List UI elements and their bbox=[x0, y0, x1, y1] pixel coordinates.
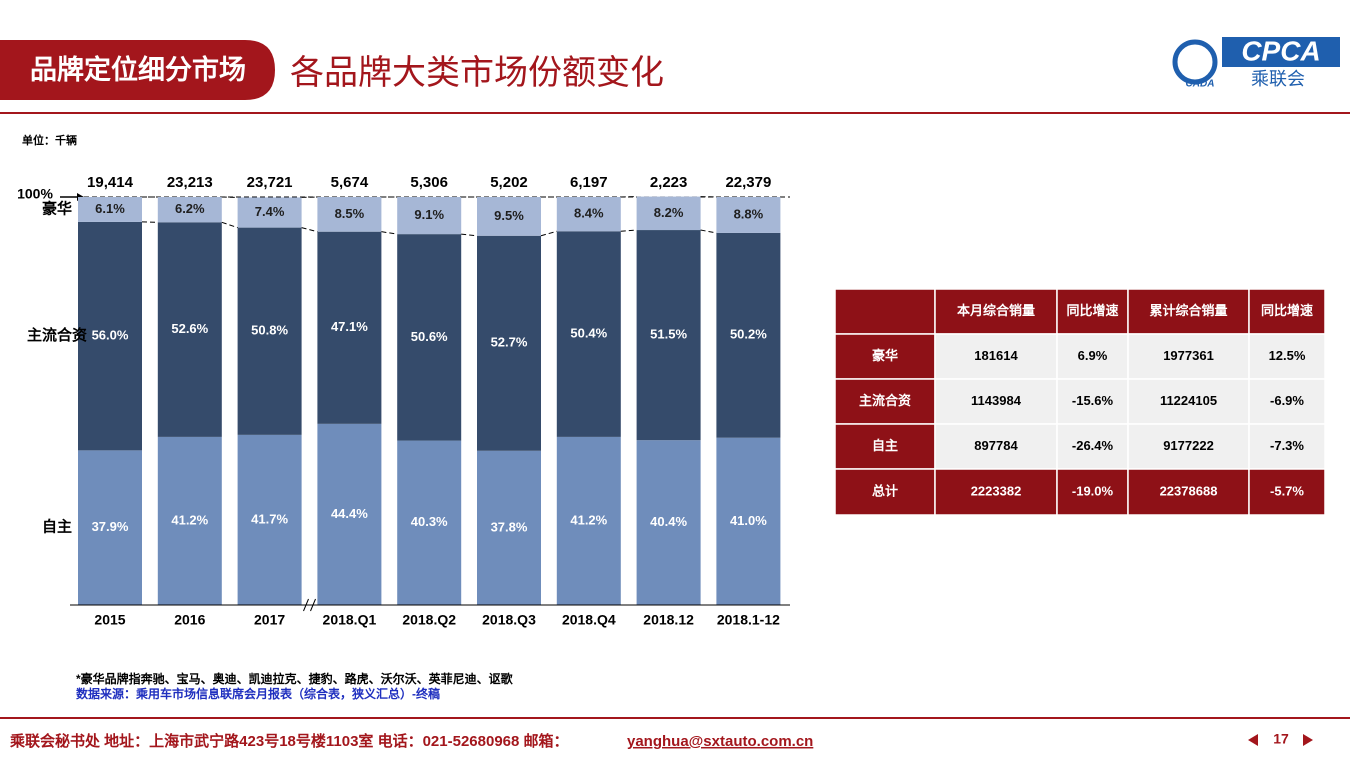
table-text: 12.5% bbox=[1269, 348, 1306, 363]
table-text: -19.0% bbox=[1072, 483, 1114, 498]
table-text: 6.9% bbox=[1078, 348, 1108, 363]
table-text: -5.7% bbox=[1270, 483, 1304, 498]
table-text: 累计综合销量 bbox=[1149, 303, 1227, 318]
total-label: 5,674 bbox=[331, 174, 369, 191]
segment-label: 9.5% bbox=[494, 208, 524, 223]
segment-label: 7.4% bbox=[255, 204, 285, 219]
x-tick-label: 2018.Q2 bbox=[402, 612, 456, 628]
table-text: 1143984 bbox=[971, 393, 1022, 408]
table-text: 总计 bbox=[872, 483, 898, 498]
segment-label: 8.4% bbox=[574, 206, 604, 221]
total-label: 23,213 bbox=[167, 174, 213, 191]
table-text: 豪华 bbox=[872, 348, 898, 363]
total-label: 6,197 bbox=[570, 174, 608, 191]
segment-label: 50.2% bbox=[730, 327, 767, 342]
table-text: 自主 bbox=[872, 438, 898, 453]
total-label: 5,202 bbox=[490, 174, 528, 191]
legend-label: 自主 bbox=[42, 518, 72, 536]
table-text: 2223382 bbox=[971, 483, 1022, 498]
x-tick-label: 2017 bbox=[254, 612, 285, 628]
segment-label: 41.0% bbox=[730, 513, 767, 528]
total-label: 19,414 bbox=[87, 174, 134, 191]
segment-label: 8.8% bbox=[734, 206, 764, 221]
segment-label: 8.2% bbox=[654, 205, 684, 220]
segment-label: 40.3% bbox=[411, 514, 448, 529]
segment-label: 8.5% bbox=[335, 206, 365, 221]
total-label: 22,379 bbox=[725, 174, 771, 191]
segment-label: 50.4% bbox=[570, 326, 607, 341]
segment-label: 41.7% bbox=[251, 511, 288, 526]
segment-label: 47.1% bbox=[331, 319, 368, 334]
legend-label: 主流合资 bbox=[27, 326, 87, 344]
logo-sub: 乘联会 bbox=[1251, 69, 1305, 89]
segment-label: 40.4% bbox=[650, 514, 687, 529]
segment-label: 6.1% bbox=[95, 201, 125, 216]
table-text: -7.3% bbox=[1270, 438, 1304, 453]
x-tick-label: 2018.Q4 bbox=[562, 612, 616, 628]
segment-label: 56.0% bbox=[92, 328, 129, 343]
segment-label: 9.1% bbox=[414, 207, 444, 222]
logo-text: CPCA bbox=[1241, 35, 1320, 66]
table-text: 主流合资 bbox=[859, 393, 911, 408]
segment-label: 50.6% bbox=[411, 329, 448, 344]
table-text: -26.4% bbox=[1072, 438, 1114, 453]
y-tick-label: 100% bbox=[17, 186, 53, 202]
total-label: 23,721 bbox=[247, 174, 293, 191]
x-tick-label: 2018.12 bbox=[643, 612, 694, 628]
table-cell bbox=[835, 289, 935, 334]
table-text: 同比增速 bbox=[1066, 303, 1118, 318]
segment-label: 52.7% bbox=[491, 335, 528, 350]
logo-small: CADA bbox=[1186, 79, 1215, 90]
segment-label: 6.2% bbox=[175, 201, 205, 216]
x-tick-label: 2016 bbox=[174, 612, 205, 628]
source: 数据来源：乘用车市场信息联席会月报表（综合表，狭义汇总）-终稿 bbox=[76, 686, 440, 701]
table-text: 897784 bbox=[974, 438, 1018, 453]
table-text: 9177222 bbox=[1163, 438, 1214, 453]
table-text: -6.9% bbox=[1270, 393, 1304, 408]
page-number: 17 bbox=[1273, 731, 1289, 747]
table-text: 181614 bbox=[974, 348, 1018, 363]
segment-label: 41.2% bbox=[171, 512, 208, 527]
table-text: 同比增速 bbox=[1261, 303, 1313, 318]
table-text: -15.6% bbox=[1072, 393, 1114, 408]
segment-label: 37.8% bbox=[491, 519, 528, 534]
footer-email[interactable]: yanghua@sxtauto.com.cn bbox=[627, 733, 813, 750]
x-tick-label: 2015 bbox=[94, 612, 125, 628]
segment-label: 51.5% bbox=[650, 327, 687, 342]
segment-label: 52.6% bbox=[171, 321, 208, 336]
total-label: 5,306 bbox=[410, 174, 448, 191]
total-label: 2,223 bbox=[650, 174, 688, 191]
segment-label: 41.2% bbox=[570, 512, 607, 527]
table-text: 1977361 bbox=[1163, 348, 1214, 363]
segment-label: 44.4% bbox=[331, 506, 368, 521]
header-title: 各品牌大类市场份额变化 bbox=[290, 54, 664, 92]
x-tick-label: 2018.1-12 bbox=[717, 612, 780, 628]
footnote: *豪华品牌指奔驰、宝马、奥迪、凯迪拉克、捷豹、路虎、沃尔沃、英菲尼迪、讴歌 bbox=[76, 671, 514, 686]
table-text: 本月综合销量 bbox=[957, 303, 1035, 318]
x-tick-label: 2018.Q1 bbox=[323, 612, 377, 628]
unit-note: 单位：千辆 bbox=[22, 133, 77, 147]
footer-address: 乘联会秘书处 地址：上海市武宁路423号18号楼1103室 电话：021-526… bbox=[9, 732, 569, 750]
segment-label: 37.9% bbox=[92, 519, 129, 534]
table-text: 11224105 bbox=[1160, 393, 1217, 408]
x-tick-label: 2018.Q3 bbox=[482, 612, 536, 628]
legend-label: 豪华 bbox=[42, 199, 72, 217]
table-text: 22378688 bbox=[1160, 483, 1218, 498]
header-tag: 品牌定位细分市场 bbox=[30, 54, 246, 85]
segment-label: 50.8% bbox=[251, 323, 288, 338]
